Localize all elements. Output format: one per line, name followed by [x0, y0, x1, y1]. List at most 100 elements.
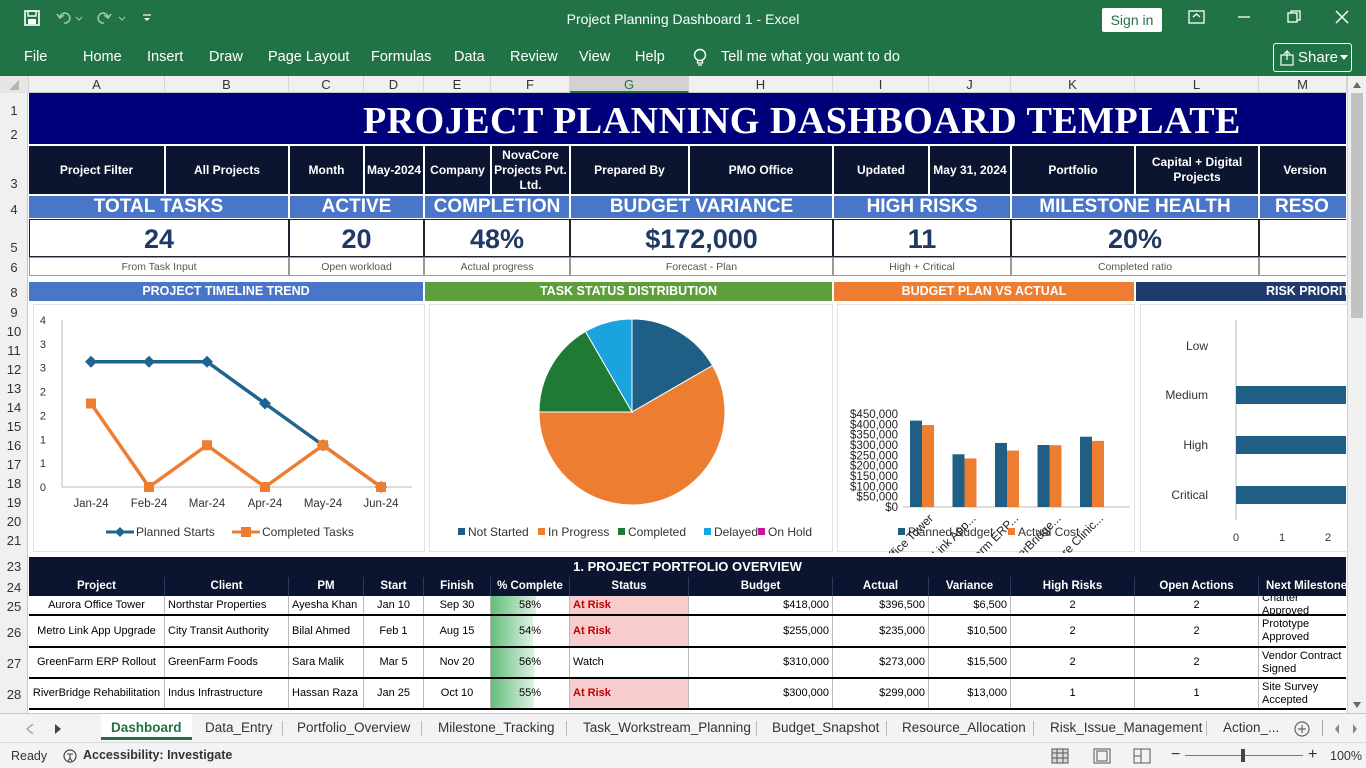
col-header-a[interactable]: A [29, 76, 165, 93]
zoom-level[interactable]: 100% [1330, 749, 1362, 763]
sheet-tab-task-workstream[interactable]: Task_Workstream_Planning [583, 720, 751, 735]
row-header[interactable]: 20 [6, 514, 22, 529]
zoom-slider-thumb[interactable] [1241, 749, 1245, 762]
sheet-tab-risk-issue[interactable]: Risk_Issue_Management [1050, 720, 1203, 735]
table-cell-open[interactable]: 2 [1135, 648, 1259, 677]
sign-in-button[interactable]: Sign in [1102, 8, 1162, 32]
tab-file[interactable]: File [24, 49, 48, 65]
table-cell-budget[interactable]: $300,000 [689, 679, 833, 708]
table-cell-pct[interactable]: 55% [491, 679, 570, 708]
tab-draw[interactable]: Draw [209, 49, 243, 65]
table-cell-finish[interactable]: Aug 15 [424, 616, 491, 646]
col-header-d[interactable]: D [364, 76, 424, 93]
customize-toolbar-icon[interactable] [142, 12, 152, 24]
tab-view[interactable]: View [579, 49, 611, 65]
ribbon-display-icon[interactable] [1188, 9, 1206, 25]
table-cell-high[interactable]: 2 [1011, 596, 1135, 614]
tell-me-search[interactable]: Tell me what you want to do [721, 49, 900, 65]
col-header-b[interactable]: B [165, 76, 289, 93]
col-header-e[interactable]: E [424, 76, 491, 93]
row-header[interactable]: 15 [6, 419, 22, 434]
tab-data[interactable]: Data [454, 49, 485, 65]
table-cell-finish[interactable]: Nov 20 [424, 648, 491, 677]
row-header[interactable]: 5 [10, 240, 18, 255]
table-cell-client[interactable]: Northstar Properties [165, 596, 289, 614]
row-header[interactable]: 19 [6, 495, 22, 510]
table-cell-next[interactable]: Site Survey Accepted [1259, 679, 1346, 708]
table-cell-next[interactable]: Charter Approved [1259, 596, 1346, 614]
table-cell-project[interactable]: GreenFarm ERP Rollout [29, 648, 165, 677]
table-cell-pm[interactable]: Sara Malik [289, 648, 364, 677]
col-header-k[interactable]: K [1011, 76, 1135, 93]
share-button[interactable]: Share [1273, 43, 1352, 72]
accessibility-icon[interactable] [62, 748, 78, 764]
table-cell-budget[interactable]: $418,000 [689, 596, 833, 614]
row-header[interactable]: 6 [10, 260, 18, 275]
table-cell-start[interactable]: Jan 10 [364, 596, 424, 614]
table-cell-pm[interactable]: Ayesha Khan [289, 596, 364, 614]
project-filter-value[interactable]: All Projects [166, 146, 288, 194]
table-cell-status[interactable]: At Risk [570, 616, 689, 646]
row-header[interactable]: 12 [6, 362, 22, 377]
normal-view-icon[interactable] [1051, 748, 1069, 764]
sheet-tab-data-entry[interactable]: Data_Entry [205, 720, 273, 735]
table-cell-project[interactable]: RiverBridge Rehabilitation [29, 679, 165, 708]
sheet-tab-portfolio-overview[interactable]: Portfolio_Overview [297, 720, 411, 735]
scrollbar-thumb[interactable] [1351, 93, 1363, 318]
undo-icon[interactable] [56, 10, 86, 26]
updated-value[interactable]: May 31, 2024 [930, 146, 1010, 194]
table-cell-variance[interactable]: $10,500 [929, 616, 1011, 646]
table-cell-next[interactable]: Vendor Contract Signed [1259, 648, 1346, 677]
row-header[interactable]: 3 [10, 176, 18, 191]
table-cell-variance[interactable]: $6,500 [929, 596, 1011, 614]
close-icon[interactable] [1334, 9, 1350, 25]
table-cell-pct[interactable]: 56% [491, 648, 570, 677]
select-all-corner[interactable] [0, 76, 29, 93]
table-cell-actual[interactable]: $299,000 [833, 679, 929, 708]
save-icon[interactable] [24, 10, 40, 26]
table-cell-project[interactable]: Metro Link App Upgrade [29, 616, 165, 646]
table-cell-status[interactable]: Watch [570, 648, 689, 677]
scroll-up-icon[interactable] [1353, 82, 1361, 88]
col-header-h[interactable]: H [689, 76, 833, 93]
redo-icon[interactable] [96, 10, 130, 26]
row-header[interactable]: 27 [6, 656, 22, 671]
budget-chart[interactable]: $0 $50,000 $100,000 $150,000 $200,000 $250,00… [837, 304, 1135, 596]
col-header-l[interactable]: L [1135, 76, 1259, 93]
row-header[interactable]: 21 [6, 533, 22, 548]
zoom-out-button[interactable]: − [1171, 746, 1181, 763]
table-cell-high[interactable]: 1 [1011, 679, 1135, 708]
portfolio-value[interactable]: Capital + Digital Projects [1136, 146, 1258, 194]
row-header[interactable]: 28 [6, 687, 22, 702]
table-cell-client[interactable]: City Transit Authority [165, 616, 289, 646]
tab-help[interactable]: Help [635, 49, 665, 65]
page-layout-view-icon[interactable] [1093, 748, 1111, 764]
table-cell-high[interactable]: 2 [1011, 616, 1135, 646]
row-header[interactable]: 1 [10, 103, 18, 118]
risk-chart[interactable]: LowMediumHighCritical0123 [1140, 304, 1346, 552]
sheet-tab-milestone-tracking[interactable]: Milestone_Tracking [438, 720, 555, 735]
add-sheet-icon[interactable] [1294, 721, 1310, 737]
scroll-down-icon[interactable] [1353, 702, 1361, 708]
sheet-tab-action[interactable]: Action_... [1223, 720, 1280, 735]
row-header[interactable]: 14 [6, 400, 22, 415]
table-cell-high[interactable]: 2 [1011, 648, 1135, 677]
vertical-scrollbar[interactable] [1347, 76, 1366, 713]
tab-home[interactable]: Home [83, 49, 122, 65]
timeline-chart[interactable]: 0 1 1 2 2 3 3 4 Jan-24 Feb-24 Mar-24 Apr-24 May-24 Ju… [33, 304, 425, 552]
col-header-c[interactable]: C [289, 76, 364, 93]
row-header[interactable]: 23 [6, 559, 22, 574]
tab-insert[interactable]: Insert [147, 49, 184, 65]
row-header[interactable]: 18 [6, 476, 22, 491]
row-header[interactable]: 8 [10, 285, 18, 300]
col-header-m[interactable]: M [1259, 76, 1347, 93]
table-cell-actual[interactable]: $273,000 [833, 648, 929, 677]
row-header[interactable]: 2 [10, 127, 18, 142]
table-cell-client[interactable]: GreenFarm Foods [165, 648, 289, 677]
col-header-f[interactable]: F [491, 76, 570, 93]
table-cell-start[interactable]: Jan 25 [364, 679, 424, 708]
minimize-icon[interactable] [1236, 10, 1252, 24]
row-header[interactable]: 10 [6, 324, 22, 339]
row-header[interactable]: 25 [6, 599, 22, 614]
row-header[interactable]: 4 [10, 202, 18, 217]
